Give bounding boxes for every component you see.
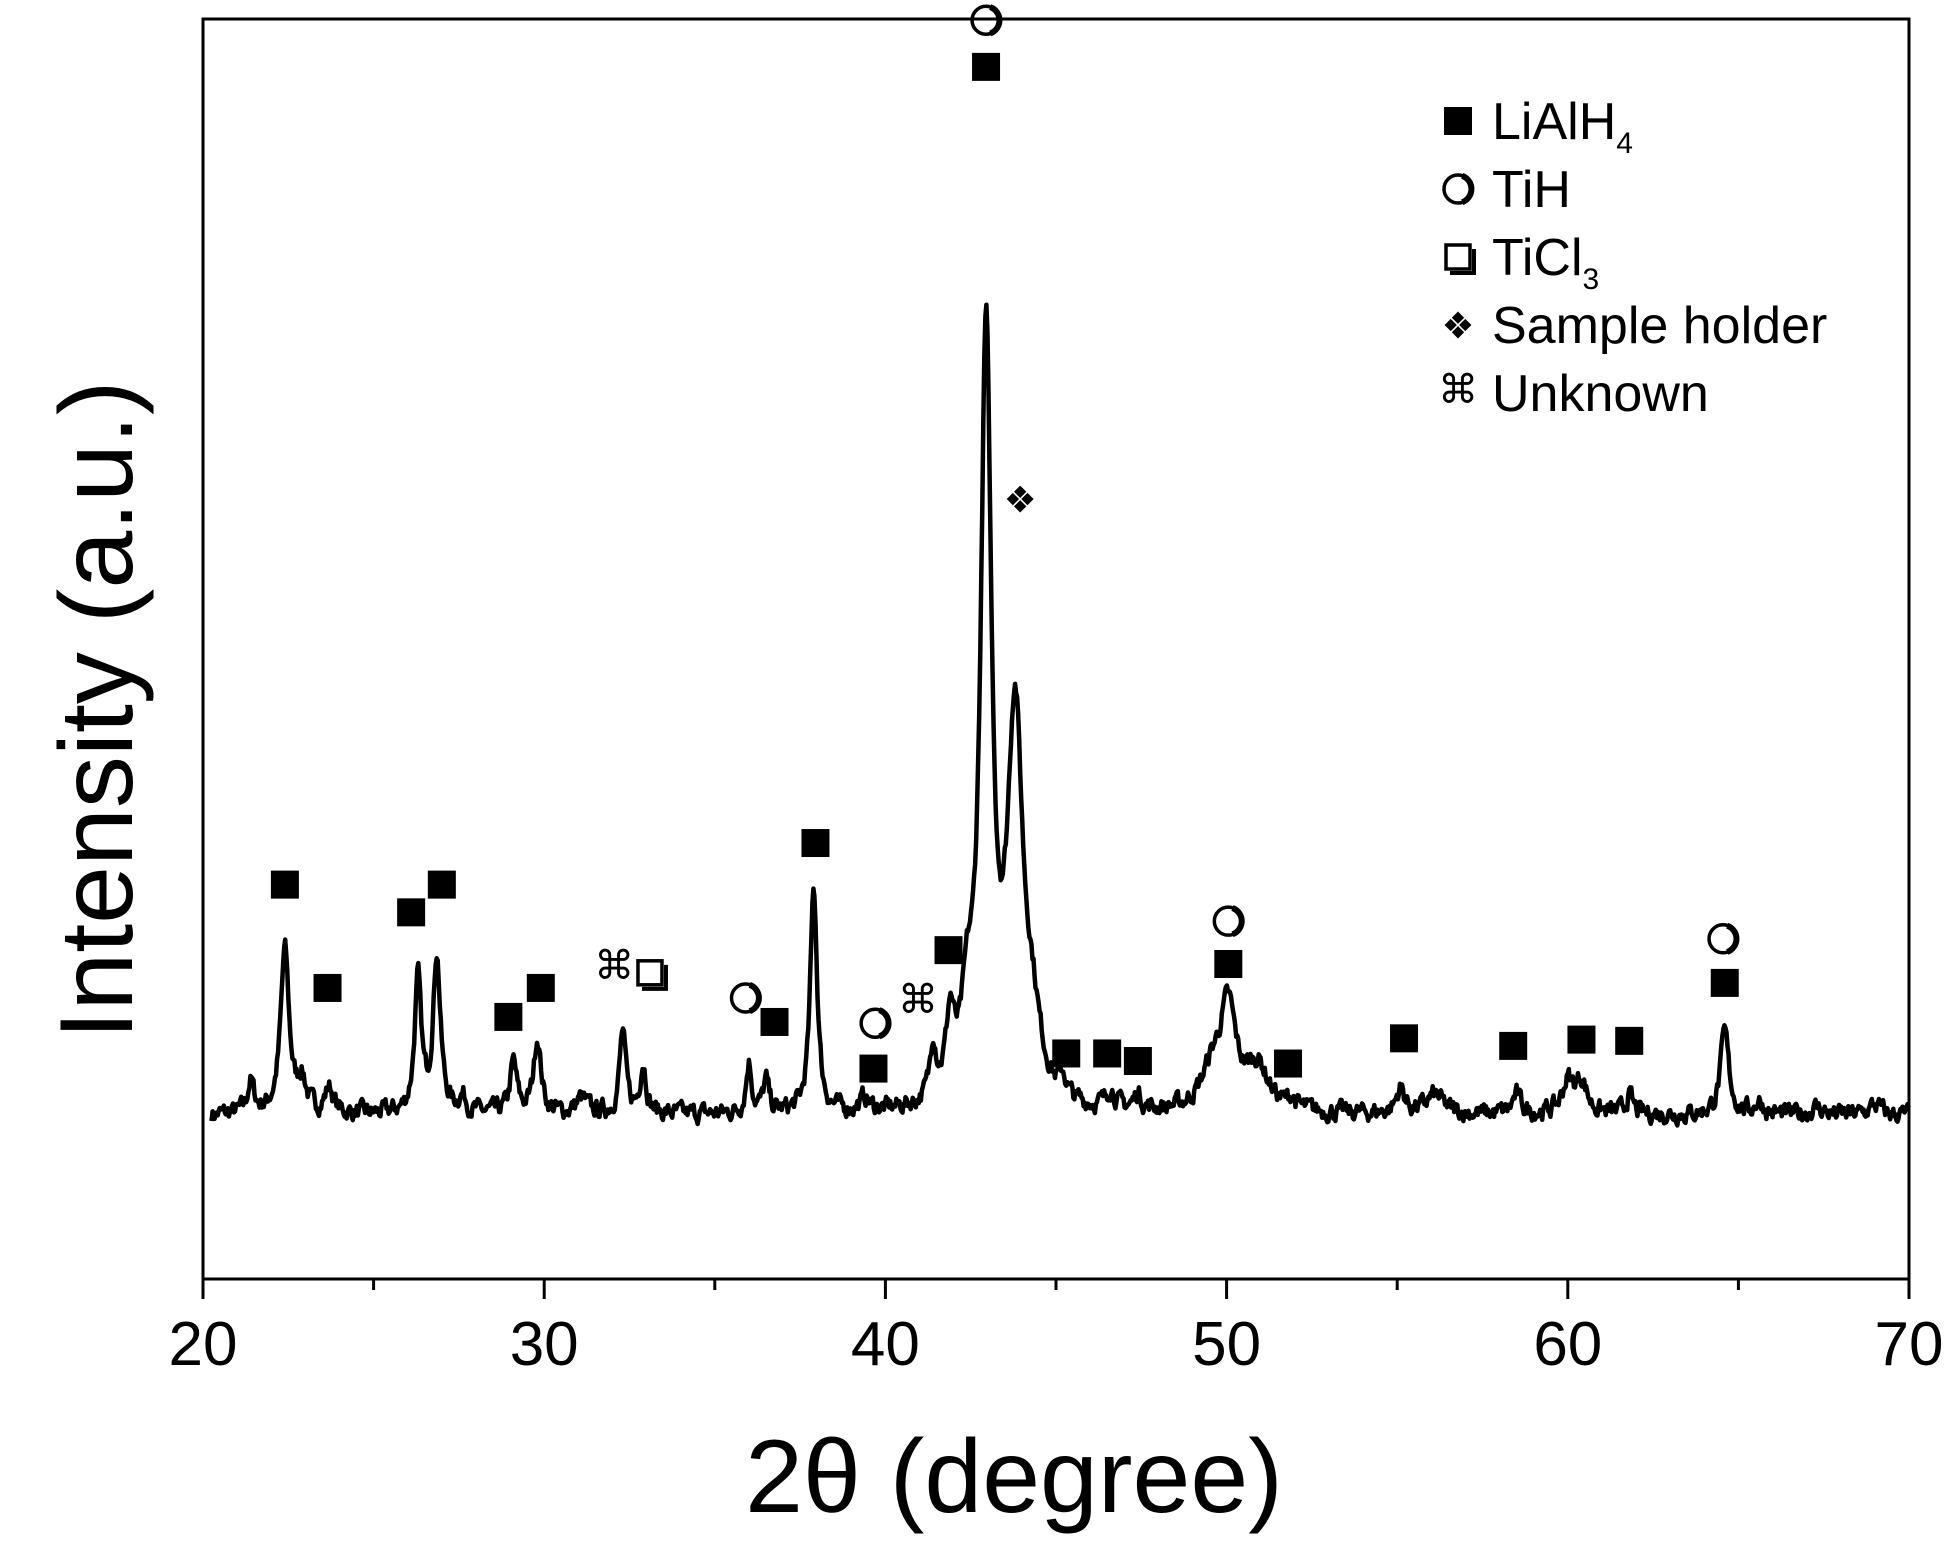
svg-text:⌘: ⌘ <box>898 978 938 1022</box>
x-axis-label: 2θ (degree) <box>745 1419 1283 1535</box>
annotation-open-circle <box>1707 922 1740 955</box>
annotation-filled-square <box>859 1054 888 1083</box>
annotation-open-circle <box>859 1007 892 1040</box>
legend-label-subscript: 3 <box>1583 263 1600 296</box>
annotation-filled-square <box>1093 1039 1122 1068</box>
x-tick-label: 20 <box>169 1310 238 1379</box>
annotation-filled-square <box>397 898 426 927</box>
annotation-open-circle <box>1212 905 1245 938</box>
legend-label: Unknown <box>1492 365 1709 423</box>
annotation-filled-square <box>1274 1049 1303 1078</box>
annotation-filled-square <box>1052 1039 1081 1068</box>
annotation-sample-holder <box>1006 485 1034 513</box>
x-tick-label: 70 <box>1875 1310 1944 1379</box>
x-tick-label: 30 <box>510 1310 579 1379</box>
annotation-unknown: ⌘ <box>898 978 938 1022</box>
annotation-filled-square <box>801 829 830 858</box>
plot-frame <box>201 17 1911 1281</box>
legend-symbol-open-circle <box>1442 173 1475 205</box>
annotation-filled-square <box>1499 1031 1528 1060</box>
y-axis-label: Intensity (a.u.) <box>39 381 155 1040</box>
xrd-pattern-line <box>209 302 1911 1128</box>
annotation-open-circle <box>729 982 762 1014</box>
annotation-filled-square <box>1390 1024 1419 1053</box>
legend-label: TiCl3 <box>1492 229 1599 296</box>
annotation-filled-square <box>1123 1047 1152 1076</box>
annotation-filled-square <box>270 870 299 899</box>
legend-label: LiAlH4 <box>1492 93 1633 160</box>
peak-annotations: ⌘⌘ <box>270 4 1740 1083</box>
annotation-filled-square <box>972 52 1001 81</box>
x-tick-label: 50 <box>1192 1310 1261 1379</box>
annotation-open-square <box>636 959 668 991</box>
annotation-filled-square <box>760 1007 789 1036</box>
annotation-filled-square <box>427 870 456 899</box>
legend-symbol-filled-square <box>1444 107 1472 135</box>
annotation-filled-square <box>1567 1025 1596 1054</box>
legend-symbol-open-square <box>1444 243 1476 275</box>
annotation-filled-square <box>1214 950 1243 978</box>
legend-label: Sample holder <box>1492 297 1827 355</box>
annotation-filled-square <box>1615 1026 1644 1055</box>
annotation-filled-square <box>494 1002 523 1031</box>
annotation-filled-square <box>313 973 342 1002</box>
annotation-filled-square <box>1710 968 1739 997</box>
x-axis-tick-labels: 20 30 40 50 60 70 <box>169 1310 1944 1379</box>
annotation-filled-square <box>934 936 963 965</box>
x-tick-label: 60 <box>1533 1310 1602 1379</box>
legend-symbol-unknown: ⌘ <box>1438 368 1478 412</box>
x-tick-label: 40 <box>851 1310 920 1379</box>
x-axis-ticks <box>201 1279 1911 1299</box>
legend-label-subscript: 4 <box>1616 127 1633 160</box>
legend-symbol-sample-holder <box>1444 311 1472 339</box>
legend-label: TiH <box>1492 161 1571 219</box>
svg-text:⌘: ⌘ <box>594 944 634 988</box>
svg-text:⌘: ⌘ <box>1438 368 1478 412</box>
annotation-unknown: ⌘ <box>594 944 634 988</box>
annotation-filled-square <box>526 973 555 1002</box>
annotation-open-circle <box>970 4 1003 37</box>
